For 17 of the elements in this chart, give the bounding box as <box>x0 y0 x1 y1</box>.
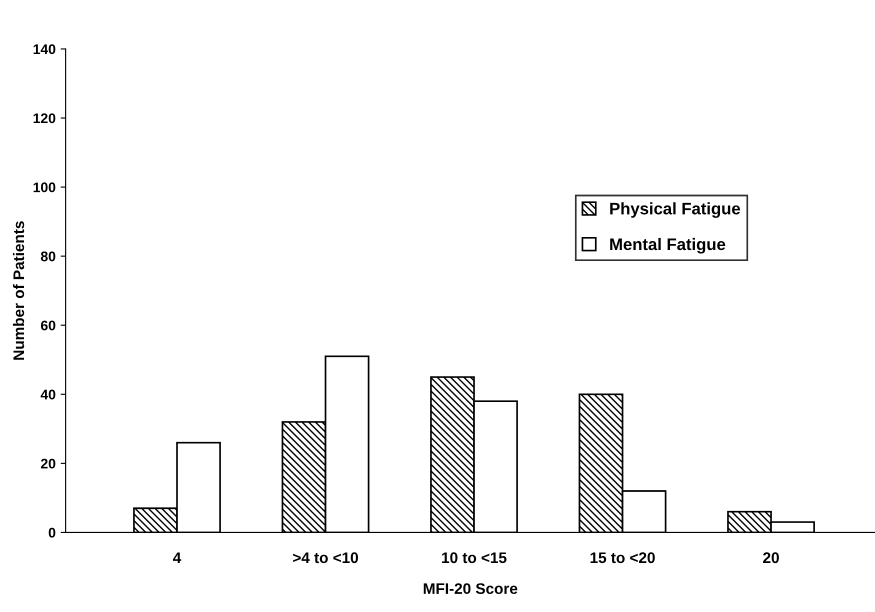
x-tick-label: 20 <box>763 552 779 564</box>
y-tick-label: 20 <box>40 458 56 469</box>
legend-label: Physical Fatigue <box>610 202 740 218</box>
y-tick-label: 40 <box>40 390 56 400</box>
y-tick-label: 0 <box>48 528 56 538</box>
y-tick-label: 100 <box>34 182 56 192</box>
y-axis-title: Number of Patients <box>12 221 24 360</box>
x-tick-label: 4 <box>172 552 182 563</box>
y-tick-label: 60 <box>40 320 56 330</box>
legend-label: Mental Fatigue <box>610 238 726 254</box>
y-tick-label: 140 <box>34 44 56 54</box>
x-tick-label: 10 to <15 <box>442 552 507 564</box>
x-axis-title: MFI-20 Score <box>424 583 518 594</box>
y-tick-label: 120 <box>34 113 56 124</box>
y-tick-label: 80 <box>40 252 56 262</box>
x-tick-label: 15 to <20 <box>590 552 655 564</box>
x-tick-label: >4 to <10 <box>293 552 358 564</box>
